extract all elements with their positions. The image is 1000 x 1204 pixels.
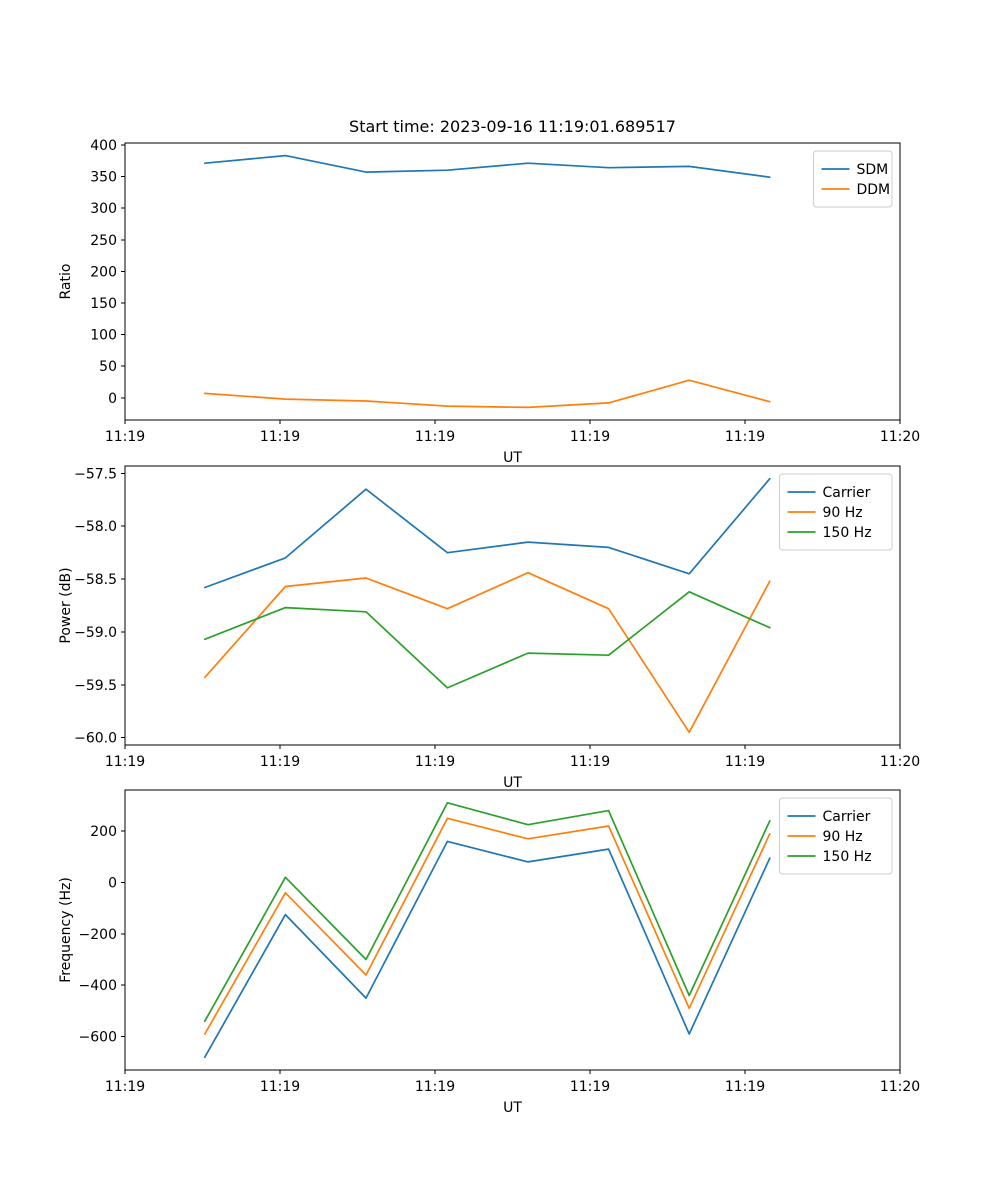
legend-label-90-hz: 90 Hz	[823, 505, 863, 521]
y-tick-label: 100	[90, 328, 117, 344]
y-tick-label: 50	[99, 359, 117, 375]
y-tick-label: 200	[90, 824, 117, 840]
y-tick-label: −58.5	[74, 572, 117, 588]
y-tick-label: −200	[79, 927, 117, 943]
x-tick-label: 11:19	[725, 1079, 765, 1095]
axes-frame	[124, 789, 901, 1071]
y-tick-label: −58.0	[74, 519, 117, 535]
legend-box	[779, 473, 893, 551]
legend-label-carrier: Carrier	[823, 809, 871, 825]
x-tick-label: 11:19	[415, 754, 455, 770]
x-tick-label: 11:19	[105, 754, 145, 770]
power-chart: −60.0 −59.5 −59.0 −58.5 −58.0 −57.5 11:19 11:19…	[58, 465, 920, 791]
y-axis-label: Ratio	[58, 264, 74, 300]
legend-box	[813, 150, 893, 208]
series-line-carrier	[203, 840, 771, 1059]
legend-label-sdm: SDM	[857, 162, 889, 178]
series-line-150-hz	[203, 801, 771, 1023]
series-line-90-hz	[203, 817, 771, 1035]
x-tick-label: 11:19	[415, 1079, 455, 1095]
x-tick-label: 11:19	[570, 754, 610, 770]
legend-label-150-hz: 150 Hz	[823, 849, 872, 865]
x-tick-label: 11:19	[725, 754, 765, 770]
x-tick-label: 11:19	[105, 429, 145, 445]
legend-label-ddm: DDM	[857, 182, 891, 198]
ratio-chart: 0 50 100 150 200 250 300 350 400 11:19 11:19 11:19 1…	[58, 117, 920, 466]
x-tick-label: 11:19	[415, 429, 455, 445]
legend: Carrier 90 Hz 150 Hz	[779, 473, 893, 551]
frequency-chart: −600 −400 −200 0 200 11:19 11:19 11:19 11:19 11:1…	[58, 789, 920, 1116]
x-axis-label: UT	[503, 775, 522, 791]
figure-title: Start time: 2023-09-16 11:19:01.689517	[349, 117, 676, 136]
legend: SDM DDM	[813, 150, 893, 208]
axes-frame	[124, 142, 901, 421]
series-line-carrier	[203, 477, 771, 589]
x-axis-label: UT	[503, 1100, 522, 1116]
y-tick-label: −59.0	[74, 625, 117, 641]
x-tick-label: 11:19	[725, 429, 765, 445]
y-tick-label: 350	[90, 170, 117, 186]
y-tick-label: 0	[108, 875, 117, 891]
y-tick-label: −400	[79, 978, 117, 994]
y-tick-label: −59.5	[74, 678, 117, 694]
y-axis-label: Frequency (Hz)	[58, 877, 74, 983]
series-line-150-hz	[203, 590, 771, 689]
legend-box	[779, 797, 893, 875]
legend: Carrier 90 Hz 150 Hz	[779, 797, 893, 875]
legend-label-90-hz: 90 Hz	[823, 829, 863, 845]
x-tick-label: 11:19	[570, 1079, 610, 1095]
y-tick-label: 300	[90, 201, 117, 217]
x-tick-label: 11:19	[570, 429, 610, 445]
y-tick-label: 250	[90, 233, 117, 249]
x-tick-label: 11:19	[105, 1079, 145, 1095]
y-tick-label: 400	[90, 138, 117, 154]
y-tick-label: 0	[108, 391, 117, 407]
y-tick-label: −60.0	[74, 731, 117, 747]
x-tick-label: 11:19	[260, 1079, 300, 1095]
x-axis-label: UT	[503, 450, 522, 466]
y-tick-label: −600	[79, 1030, 117, 1046]
axes-frame	[124, 465, 901, 746]
x-tick-label: 11:19	[260, 429, 300, 445]
y-tick-label: 200	[90, 264, 117, 280]
y-tick-label: −57.5	[74, 466, 117, 482]
series-line-90-hz	[203, 571, 771, 734]
series-line-sdm	[203, 154, 771, 179]
x-tick-label: 11:19	[260, 754, 300, 770]
legend-label-150-hz: 150 Hz	[823, 525, 872, 541]
x-tick-label: 11:20	[880, 429, 920, 445]
y-tick-label: 150	[90, 296, 117, 312]
series-line-ddm	[203, 379, 771, 409]
x-tick-label: 11:20	[880, 1079, 920, 1095]
x-tick-label: 11:20	[880, 754, 920, 770]
y-axis-label: Power (dB)	[58, 567, 74, 643]
legend-label-carrier: Carrier	[823, 485, 871, 501]
